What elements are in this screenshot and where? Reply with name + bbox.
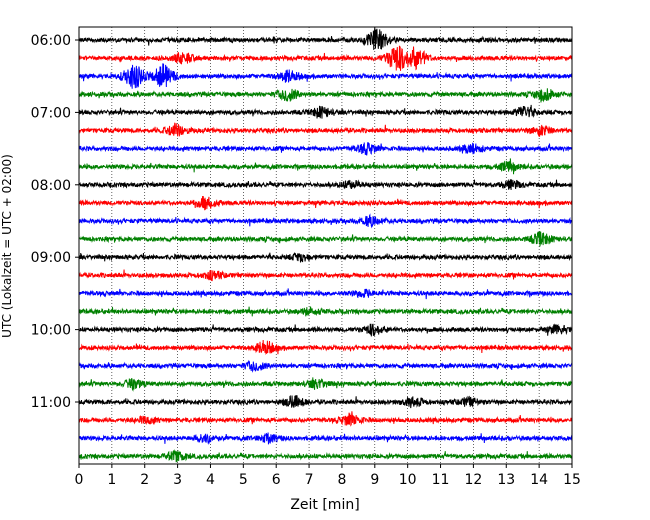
trace-1015 [78, 340, 573, 356]
x-tick-label: 0 [75, 472, 84, 488]
trace-0915 [78, 269, 573, 282]
trace-0845 [78, 231, 573, 247]
x-tick-label: 9 [370, 472, 379, 488]
trace-1130 [78, 432, 573, 445]
x-tick-label: 14 [530, 472, 548, 488]
plot-frame [78, 26, 573, 465]
x-tick-label: 4 [206, 472, 215, 488]
y-tick-label: 10:00 [31, 323, 71, 339]
x-tick-label: 1 [107, 472, 116, 488]
trace-0700 [78, 104, 573, 119]
x-axis-ticks: 0 1 2 3 4 5 6 7 8 9 10 11 12 13 14 15 [75, 464, 581, 488]
trace-0600 [78, 27, 573, 50]
x-tick-label: 13 [497, 472, 515, 488]
x-tick-label: 7 [305, 472, 314, 488]
x-tick-label: 8 [337, 472, 346, 488]
x-tick-label: 2 [140, 472, 149, 488]
x-axis-label: Zeit [min] [290, 497, 359, 513]
trace-1030 [78, 359, 573, 373]
y-tick-label: 07:00 [31, 105, 71, 121]
trace-0630 [78, 63, 573, 89]
x-tick-label: 6 [272, 472, 281, 488]
trace-0945 [78, 306, 573, 317]
y-axis-label: UTC (Lokalzeit = UTC + 02:00) [0, 154, 14, 338]
seismic-traces [78, 27, 573, 463]
x-tick-label: 12 [464, 472, 482, 488]
trace-0745 [78, 158, 573, 175]
trace-1100 [78, 395, 573, 409]
x-tick-label: 5 [239, 472, 248, 488]
x-tick-label: 11 [432, 472, 450, 488]
y-axis-ticks: 06:00 07:00 08:00 09:00 10:00 11:00 [31, 33, 79, 411]
x-tick-label: 15 [563, 472, 581, 488]
trace-1045 [78, 377, 573, 392]
trace-1145 [78, 449, 573, 463]
x-tick-label: 3 [173, 472, 182, 488]
trace-0800 [78, 178, 573, 190]
trace-0900 [78, 252, 573, 263]
y-tick-label: 06:00 [31, 33, 71, 49]
trace-0715 [78, 122, 573, 137]
trace-0930 [78, 288, 573, 300]
y-tick-label: 09:00 [31, 250, 71, 266]
y-tick-label: 11:00 [31, 395, 71, 411]
y-tick-label: 08:00 [31, 178, 71, 194]
trace-1115 [78, 411, 573, 427]
x-tick-label: 10 [399, 472, 417, 488]
trace-0645 [78, 88, 573, 103]
trace-0815 [78, 196, 573, 211]
trace-0615 [78, 45, 573, 71]
trace-1000 [78, 323, 573, 337]
trace-0730 [78, 142, 573, 156]
trace-0830 [78, 213, 573, 229]
